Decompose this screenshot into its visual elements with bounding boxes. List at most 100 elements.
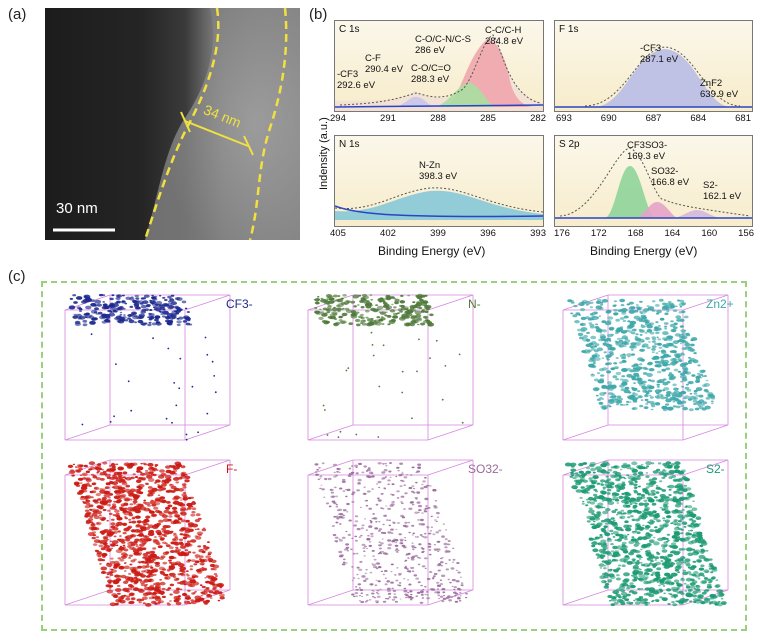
ion-cluster (332, 294, 338, 298)
ion-cluster (398, 533, 402, 536)
ion-cluster (623, 345, 627, 347)
ion-cluster (182, 533, 188, 537)
ion-cluster (624, 339, 631, 343)
ion-cluster (147, 462, 154, 467)
ion-cluster (600, 463, 607, 468)
ion-cluster (685, 577, 693, 582)
ion-cluster (72, 463, 76, 466)
ion-cluster (396, 312, 400, 314)
cf3-peak (595, 49, 730, 107)
ion-cluster (120, 552, 128, 556)
ion-cluster (698, 594, 702, 598)
ion-cluster (645, 545, 651, 548)
ion-cluster (130, 476, 135, 480)
ion-cluster (123, 497, 131, 502)
ion-cluster (432, 533, 436, 536)
ion-cluster (164, 575, 171, 580)
ion-cluster (599, 301, 604, 304)
ion-cluster (169, 593, 173, 596)
ion-cluster (610, 550, 615, 553)
ion-cluster (446, 550, 451, 553)
ion-cluster (600, 539, 607, 544)
ion-cluster (175, 587, 181, 591)
ion-cluster (423, 320, 429, 324)
ion-cluster (689, 566, 696, 571)
ion-cluster (615, 367, 619, 369)
ion-cluster (369, 294, 373, 296)
ion-cluster (647, 533, 653, 537)
ion-cluster (384, 569, 388, 573)
ion-cluster (591, 315, 596, 318)
ion-cluster (635, 333, 639, 336)
ion-cluster (682, 353, 686, 356)
ion-cluster (422, 480, 426, 483)
ion-cluster (150, 566, 154, 569)
ion-cluster (126, 526, 131, 530)
ion-cluster (606, 337, 611, 341)
ion-cluster (341, 563, 346, 566)
ion-cluster (392, 538, 397, 541)
ion-cluster (586, 304, 589, 306)
ion-cluster (135, 300, 140, 304)
ion-cluster (382, 600, 387, 603)
ion-cluster (335, 495, 338, 498)
ion-cluster (662, 378, 667, 381)
ion-cluster (620, 468, 623, 471)
ion-cluster (637, 577, 643, 581)
ion-cluster (354, 535, 358, 538)
ion-cluster (613, 569, 619, 573)
ion-cluster (176, 521, 179, 524)
ion-cluster (116, 521, 123, 526)
ion-cluster (148, 596, 153, 600)
ion-cluster (610, 517, 615, 520)
ion-cluster (354, 464, 359, 467)
ion-cluster (609, 327, 614, 331)
ion-cluster (675, 305, 678, 308)
ion-cluster (585, 343, 592, 348)
ion-cluster (409, 598, 413, 601)
ion-cluster (198, 555, 204, 559)
ion-cluster (392, 521, 396, 524)
ion-cluster (672, 603, 678, 607)
ion-cluster (641, 310, 647, 314)
ion-cluster (694, 407, 700, 411)
ion-cluster (420, 592, 424, 594)
ion-cluster (93, 515, 100, 520)
ion-cluster (582, 500, 585, 503)
ion-cluster (421, 535, 424, 538)
ion-cluster (681, 521, 688, 525)
ion-cluster (338, 538, 341, 540)
ion-cluster (652, 510, 657, 514)
ion-cluster (403, 590, 408, 593)
ion-cluster (169, 490, 174, 493)
ion-cluster (586, 466, 591, 470)
ion-cluster (115, 479, 121, 483)
ion-cluster (645, 403, 649, 405)
ion-cluster (398, 316, 406, 321)
ion-cluster (611, 510, 617, 514)
ion-cluster (639, 300, 643, 303)
ion-cluster (679, 502, 683, 506)
ion-cluster (625, 403, 629, 406)
ion-cluster (175, 297, 180, 301)
ion-cluster (140, 304, 147, 309)
ion-cluster (181, 483, 187, 486)
ion-cluster (414, 511, 419, 514)
ion-cluster (427, 322, 435, 327)
ion-cluster (129, 305, 134, 308)
ion-cluster (382, 523, 385, 526)
ion-cluster (433, 505, 437, 508)
ion-cluster (356, 304, 360, 306)
ion-cluster (670, 542, 677, 546)
ion-cluster (393, 306, 397, 309)
ion-cluster (67, 464, 74, 468)
ion-cluster (100, 478, 105, 481)
ion-cluster (173, 578, 179, 582)
ion-cluster (358, 595, 362, 597)
ion-cluster (134, 476, 139, 478)
ion-cluster (172, 501, 178, 505)
ion-cluster (671, 350, 677, 354)
ion-cluster (165, 506, 171, 510)
ion-cluster (433, 572, 438, 576)
ion-cluster (402, 524, 407, 527)
